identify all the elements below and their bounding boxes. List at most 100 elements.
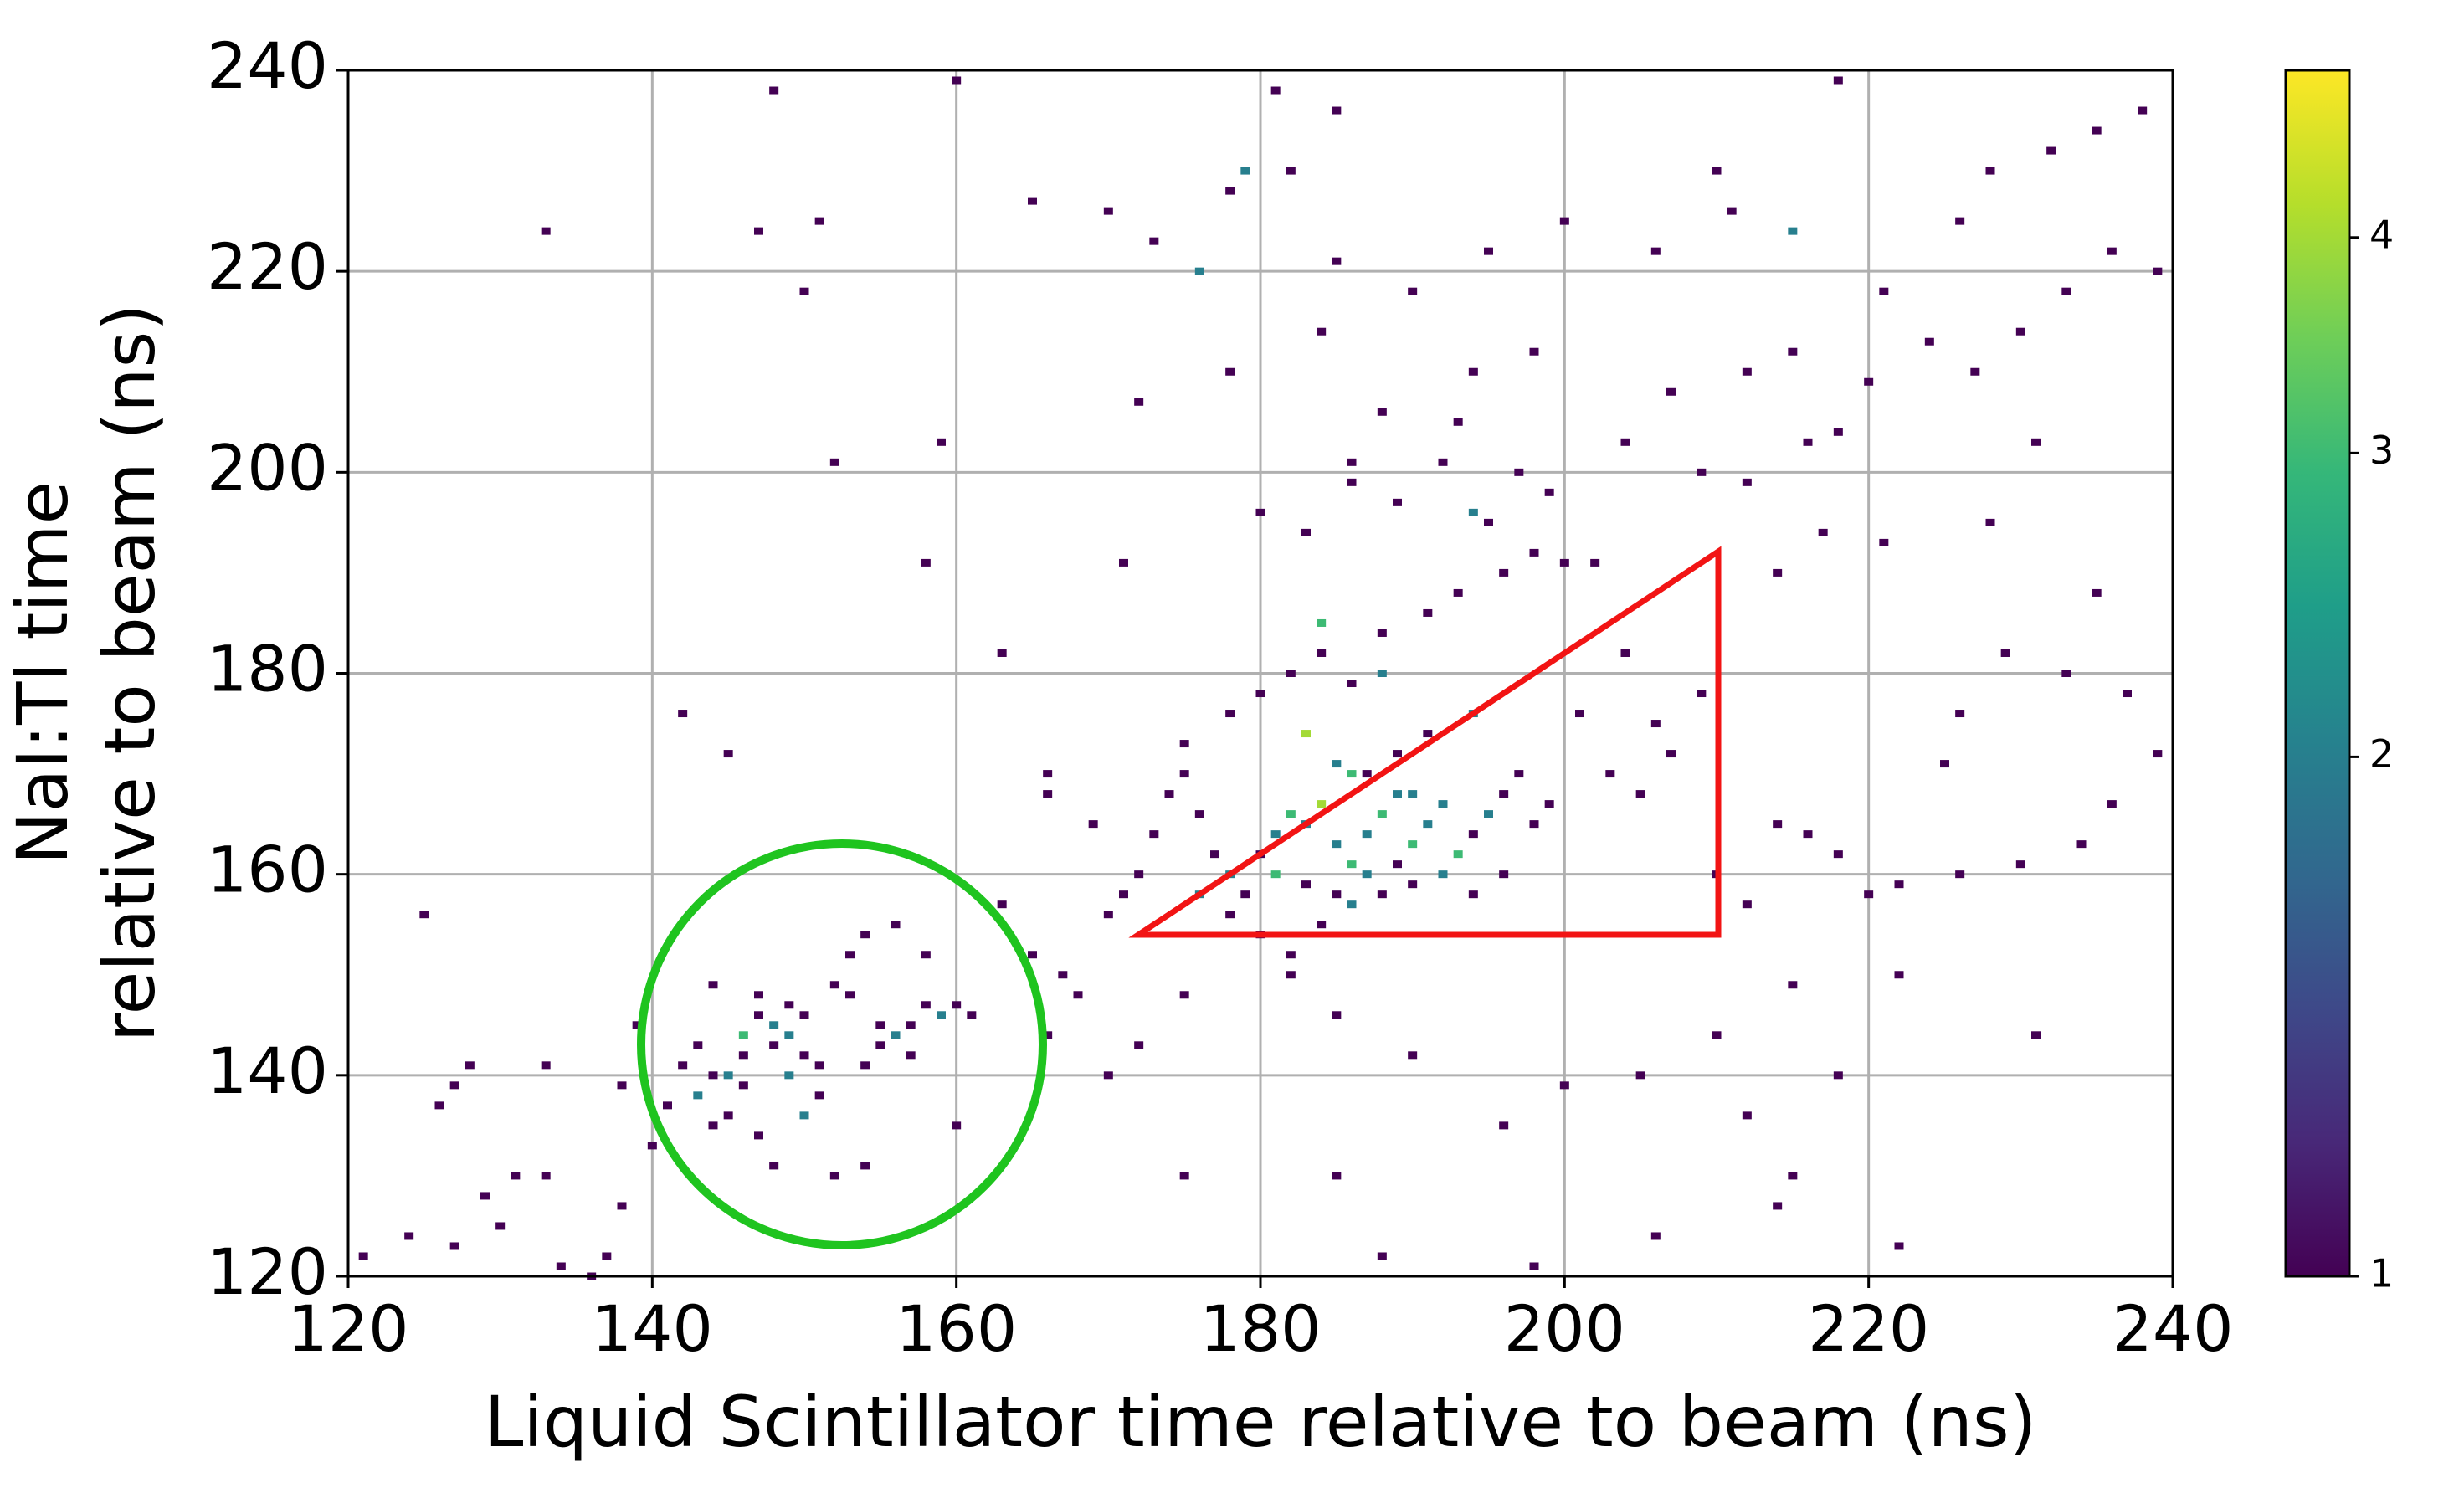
cell bbox=[799, 1051, 809, 1060]
cell bbox=[1028, 197, 1037, 205]
x-tick-label: 220 bbox=[1808, 1291, 1929, 1366]
cell bbox=[891, 1031, 901, 1039]
cell bbox=[1970, 367, 1980, 376]
cell bbox=[1134, 1041, 1144, 1049]
cell bbox=[1620, 438, 1630, 446]
cell bbox=[2046, 146, 2056, 155]
cell bbox=[738, 1031, 748, 1039]
cell bbox=[2076, 840, 2087, 849]
cell bbox=[1362, 870, 1372, 879]
cell bbox=[1393, 860, 1402, 869]
cell bbox=[647, 1142, 657, 1150]
cell bbox=[754, 1011, 763, 1019]
colorbar-tick-label: 3 bbox=[2369, 428, 2394, 473]
cell bbox=[1514, 770, 1524, 778]
cell bbox=[1894, 971, 1904, 979]
cell bbox=[814, 1091, 824, 1100]
cell bbox=[875, 1041, 886, 1049]
colorbar bbox=[2284, 69, 2351, 1278]
cell bbox=[1575, 710, 1584, 718]
cell bbox=[1103, 1071, 1113, 1080]
cell bbox=[2092, 588, 2102, 597]
cell bbox=[1697, 690, 1707, 698]
cell bbox=[2153, 750, 2163, 758]
cell bbox=[769, 1041, 779, 1049]
cell bbox=[1043, 790, 1053, 798]
cell bbox=[541, 1172, 551, 1180]
cell bbox=[1347, 900, 1357, 909]
cell bbox=[1529, 1262, 1539, 1270]
cell bbox=[632, 1021, 642, 1029]
cell bbox=[1484, 810, 1493, 818]
cell bbox=[891, 921, 901, 929]
cell bbox=[1332, 1011, 1342, 1019]
cell bbox=[1635, 1071, 1645, 1080]
cell bbox=[1332, 106, 1342, 115]
cell bbox=[1803, 830, 1813, 839]
cell bbox=[2015, 860, 2025, 869]
cell bbox=[1393, 498, 1402, 506]
cell bbox=[921, 558, 931, 567]
cell bbox=[1286, 810, 1296, 818]
y-tick-label: 200 bbox=[207, 430, 328, 505]
colorbar-tick-label: 2 bbox=[2369, 731, 2394, 777]
colorbar-tick-label: 4 bbox=[2369, 212, 2394, 257]
cell bbox=[1408, 287, 1418, 295]
cell bbox=[1788, 227, 1798, 235]
cell bbox=[1833, 850, 1843, 859]
cell bbox=[1377, 408, 1387, 416]
cell bbox=[952, 1121, 962, 1130]
cell bbox=[1393, 790, 1402, 798]
cell bbox=[1332, 840, 1342, 849]
cell bbox=[1453, 418, 1463, 426]
cell bbox=[1529, 347, 1539, 356]
cell bbox=[1286, 670, 1296, 677]
cell bbox=[754, 991, 763, 999]
cell bbox=[875, 1021, 886, 1029]
cell bbox=[1043, 1031, 1053, 1039]
cell bbox=[1468, 830, 1478, 839]
cell bbox=[678, 1061, 688, 1070]
cell bbox=[1773, 568, 1783, 577]
cell bbox=[1453, 588, 1463, 597]
cell bbox=[921, 1001, 931, 1009]
cell bbox=[2123, 690, 2132, 698]
cell bbox=[1788, 347, 1798, 356]
cell bbox=[1423, 730, 1433, 738]
cell bbox=[799, 1111, 809, 1120]
cell bbox=[1362, 770, 1372, 778]
cell bbox=[1301, 528, 1311, 536]
cell bbox=[1864, 890, 1874, 899]
cell bbox=[2107, 800, 2117, 808]
cell bbox=[511, 1172, 521, 1180]
cell bbox=[1650, 247, 1661, 255]
cell bbox=[1347, 770, 1357, 778]
cell bbox=[1134, 398, 1144, 406]
cell bbox=[1468, 367, 1478, 376]
colorbar-tick-label: 1 bbox=[2369, 1251, 2394, 1296]
cell bbox=[784, 1071, 794, 1080]
cell bbox=[1103, 207, 1113, 215]
cell bbox=[1484, 518, 1493, 526]
cell bbox=[723, 1071, 733, 1080]
cell bbox=[434, 1101, 444, 1110]
cell bbox=[1332, 257, 1342, 265]
cell bbox=[1408, 880, 1418, 889]
cell bbox=[906, 1021, 916, 1029]
cell bbox=[1650, 720, 1661, 728]
cell bbox=[1073, 991, 1083, 999]
cell bbox=[2061, 287, 2071, 295]
cell bbox=[1438, 800, 1448, 808]
cell bbox=[1317, 800, 1327, 808]
cell bbox=[708, 1071, 718, 1080]
cell bbox=[723, 1111, 733, 1120]
cell bbox=[617, 1202, 627, 1210]
cell bbox=[860, 931, 870, 939]
cell bbox=[708, 981, 718, 989]
cell bbox=[1529, 820, 1539, 829]
cell bbox=[1103, 911, 1113, 919]
cell bbox=[997, 900, 1007, 909]
cell bbox=[1043, 770, 1053, 778]
cell bbox=[937, 1011, 946, 1019]
cell bbox=[1985, 518, 1995, 526]
